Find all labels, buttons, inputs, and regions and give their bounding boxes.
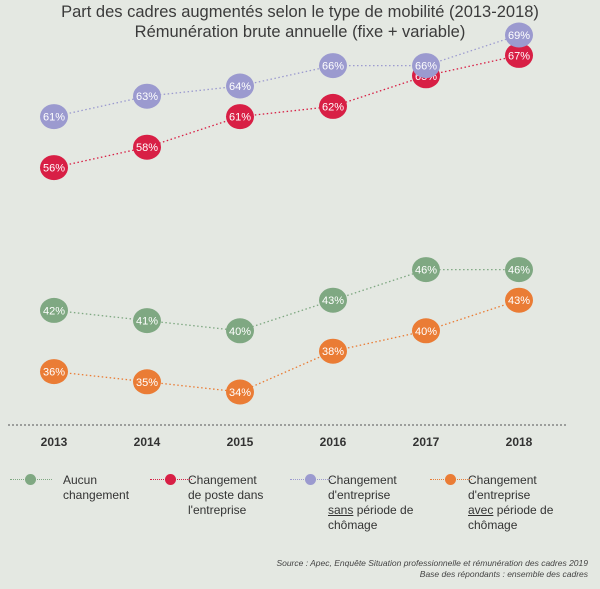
data-label: 69% — [508, 30, 530, 42]
data-label: 35% — [136, 377, 158, 389]
x-tick-label: 2017 — [413, 435, 440, 449]
data-point — [412, 318, 440, 344]
data-point — [226, 73, 254, 99]
data-label: 64% — [229, 81, 251, 93]
series-line — [53, 268, 519, 332]
data-point — [133, 308, 161, 334]
data-label: 42% — [43, 305, 65, 317]
legend-label-line: changement — [63, 488, 130, 502]
data-label: 43% — [508, 295, 530, 307]
series-line — [53, 299, 520, 393]
data-point — [40, 155, 68, 181]
legend-label-line: d'entreprise — [468, 488, 531, 502]
data-point — [133, 134, 161, 160]
data-label: 63% — [136, 91, 158, 103]
data-point — [412, 53, 440, 79]
data-point — [319, 338, 347, 364]
data-point — [40, 297, 68, 323]
legend-underlined-word: sans — [328, 503, 354, 517]
source-note: Source : Apec, Enquête Situation profess… — [28, 558, 588, 580]
x-tick-label: 2015 — [227, 435, 254, 449]
data-point — [40, 104, 68, 130]
legend-label-line: l'entreprise — [188, 503, 247, 517]
series-line — [53, 34, 520, 118]
data-label: 40% — [229, 326, 251, 338]
data-point — [319, 287, 347, 313]
legend-label-line: avec période de — [468, 503, 553, 518]
data-point — [133, 369, 161, 395]
chart-title: Part des cadres augmentés selon le type … — [0, 2, 600, 42]
legend-item-changement-poste: Changement de poste dans l'entreprise — [150, 473, 263, 518]
data-point — [40, 359, 68, 385]
data-point — [319, 53, 347, 79]
data-point — [505, 257, 533, 283]
x-tick-label: 2013 — [41, 435, 68, 449]
legend-label-line: Changement — [188, 473, 257, 487]
legend-label-line: Changement — [328, 473, 397, 487]
data-label: 56% — [43, 163, 65, 175]
legend-marker — [305, 474, 316, 485]
legend-label-line: Changement — [468, 473, 537, 487]
data-label: 66% — [415, 61, 437, 73]
legend-underlined-word: avec — [468, 503, 494, 517]
base-line: Base des répondants : ensemble des cadre… — [419, 569, 588, 579]
data-point — [226, 104, 254, 130]
data-point — [412, 257, 440, 283]
source-line: Source : Apec, Enquête Situation profess… — [276, 558, 588, 568]
series-line — [53, 54, 520, 169]
legend-label-line: d'entreprise — [328, 488, 391, 502]
data-label: 38% — [322, 346, 344, 358]
data-label: 36% — [43, 367, 65, 379]
legend-marker — [165, 474, 176, 485]
data-label: 66% — [322, 61, 344, 73]
data-label: 61% — [229, 112, 251, 124]
data-point — [505, 287, 533, 313]
legend-label-line: sans période de — [328, 503, 413, 518]
data-label: 41% — [136, 316, 158, 328]
data-point — [226, 318, 254, 344]
legend-label-rest: période de — [353, 503, 414, 517]
data-label: 62% — [322, 101, 344, 113]
chart-subtitle: Rémunération brute annuelle (fixe + vari… — [134, 23, 466, 41]
data-label: 46% — [415, 265, 437, 277]
data-point — [319, 93, 347, 119]
data-label: 58% — [136, 142, 158, 154]
legend-item-aucun-changement: Aucun changement — [10, 473, 129, 503]
x-tick-label: 2018 — [506, 435, 533, 449]
data-label: 61% — [43, 112, 65, 124]
data-point — [505, 22, 533, 48]
legend-item-entreprise-avec-chomage: Changement d'entreprise avec période de … — [430, 473, 553, 533]
data-point — [505, 42, 533, 68]
legend-label-rest: période de — [493, 503, 554, 517]
legend-label-line: chômage — [328, 518, 378, 532]
legend-marker — [445, 474, 456, 485]
legend-label-line: Aucun — [63, 473, 98, 487]
chart-title-line1: Part des cadres augmentés selon le type … — [61, 3, 539, 21]
x-tick-label: 2014 — [134, 435, 161, 449]
legend-marker — [25, 474, 36, 485]
data-label: 43% — [322, 295, 344, 307]
legend-label-line: chômage — [468, 518, 518, 532]
legend-item-entreprise-sans-chomage: Changement d'entreprise sans période de … — [290, 473, 413, 533]
data-label: 34% — [229, 387, 251, 399]
data-point — [226, 379, 254, 405]
data-label: 40% — [415, 326, 437, 338]
x-tick-label: 2016 — [320, 435, 347, 449]
data-point — [133, 83, 161, 109]
data-label: 67% — [508, 50, 530, 62]
data-label: 46% — [508, 265, 530, 277]
legend-label-line: de poste dans — [188, 488, 264, 502]
